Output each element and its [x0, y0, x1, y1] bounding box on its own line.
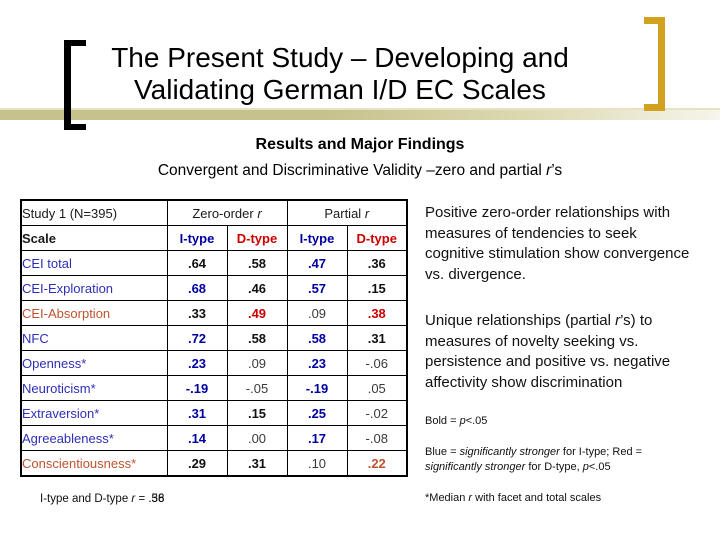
r-value-cell: .15 — [346, 275, 408, 301]
table-row: Neuroticism* -.19 -.05 -.19.05 — [20, 375, 408, 401]
zero-order-header-cell: Zero-order r — [166, 199, 288, 226]
r-value-cell: .58 — [226, 250, 288, 276]
right-bracket-decoration — [644, 17, 665, 111]
section-subheading: Convergent and Discriminative Validity –… — [157, 162, 563, 179]
r-value-cell: .14 — [166, 425, 228, 451]
r-value-cell: .17 — [286, 425, 348, 451]
legend-note-median: *Median r with facet and total scales — [425, 492, 602, 504]
finding-paragraph-1: Positive zero-order relationships with m… — [425, 204, 690, 283]
scale-label: Agreeableness* — [20, 425, 168, 451]
r-value-cell: .58 — [286, 325, 348, 351]
i-type-header-cell: I-type — [166, 225, 228, 251]
r-value-cell: .49 — [226, 300, 288, 326]
d-type-header-cell: D-type — [346, 225, 408, 251]
table-row: Extraversion* .31.15.25 -.02 — [20, 400, 408, 426]
r-value-cell: .00 — [226, 425, 288, 451]
scale-label: CEI-Absorption — [20, 300, 168, 326]
r-value-cell: .58 — [226, 325, 288, 351]
slide-title-line2: Validating German I/D EC Scales — [134, 74, 546, 105]
legend-note-bold: Bold = p<.05 — [425, 414, 488, 427]
r-value-cell: -.19 — [166, 375, 228, 401]
scale-header-cell: Scale — [20, 225, 168, 251]
i-type-header-cell: I-type — [286, 225, 348, 251]
r-value-cell: .09 — [286, 300, 348, 326]
r-value-cell: .57 — [286, 275, 348, 301]
scale-label: Extraversion* — [20, 400, 168, 426]
r-value-cell: .23 — [286, 350, 348, 376]
r-value-cell: .10 — [286, 450, 348, 477]
scale-label: CEI total — [20, 250, 168, 276]
left-bracket-decoration — [64, 40, 86, 130]
table-header-row-2: Scale I-type D-type I-type D-type — [20, 225, 408, 251]
r-value-cell: .33 — [166, 300, 228, 326]
r-value-cell: .47 — [286, 250, 348, 276]
table-row: NFC .72.58.58.31 — [20, 325, 408, 351]
r-value-cell: .68 — [166, 275, 228, 301]
footnote-r-value-overlap: .36 .58 — [148, 493, 164, 505]
table-row: Conscientiousness* .29.31.10.22 — [20, 450, 408, 477]
table-row: Agreeableness* .14.00.17 -.08 — [20, 425, 408, 451]
d-type-header-cell: D-type — [226, 225, 288, 251]
r-value-cell: .09 — [226, 350, 288, 376]
r-value-cell: -.05 — [226, 375, 288, 401]
correlation-table: Study 1 (N=395) Zero-order r Partial r S… — [20, 199, 408, 477]
r-value-cell: .22 — [346, 450, 408, 477]
scale-label: Openness* — [20, 350, 168, 376]
section-heading: Results and Major Findings — [255, 136, 465, 153]
finding-paragraph-2: Unique relationships (partial r’s) to me… — [425, 312, 671, 391]
table-row: Openness* .23.09.23 -.06 — [20, 350, 408, 376]
r-value-cell: -.06 — [346, 350, 408, 376]
r-value-cell: .64 — [166, 250, 228, 276]
r-value-cell: .15 — [226, 400, 288, 426]
r-value-cell: .25 — [286, 400, 348, 426]
scale-label: NFC — [20, 325, 168, 351]
r-value-cell: .23 — [166, 350, 228, 376]
footnote-r-value-a: .36 — [148, 493, 165, 505]
legend-notes: Bold = p<.05 Blue = significantly strong… — [425, 398, 710, 522]
r-value-cell: .72 — [166, 325, 228, 351]
table-row: CEI-Absorption .33.49.09.38 — [20, 300, 408, 326]
slide-title: The Present Study – Developing and Valid… — [70, 42, 610, 106]
footnote-prefix: I-type and D-type r = — [40, 493, 149, 505]
r-value-cell: .29 — [166, 450, 228, 477]
r-value-cell: .31 — [346, 325, 408, 351]
slide-title-line1: The Present Study – Developing and — [111, 42, 569, 73]
table-row: CEI-Exploration .68.46.57.15 — [20, 275, 408, 301]
scale-label: CEI-Exploration — [20, 275, 168, 301]
r-value-cell: .31 — [166, 400, 228, 426]
scale-label: Neuroticism* — [20, 375, 168, 401]
legend-note-colors: Blue = significantly stronger for I-type… — [425, 445, 643, 474]
footnote: I-type and D-type r = .36 .58 — [40, 493, 164, 505]
r-value-cell: .46 — [226, 275, 288, 301]
title-divider-band — [0, 108, 720, 120]
r-value-cell: .05 — [346, 375, 408, 401]
r-value-cell: -.08 — [346, 425, 408, 451]
scale-label: Conscientiousness* — [20, 450, 168, 477]
study-header-cell: Study 1 (N=395) — [20, 199, 168, 226]
table-row: CEI total .64.58.47.36 — [20, 250, 408, 276]
footnote-r-value-b: .58 — [148, 493, 165, 505]
r-value-cell: .31 — [226, 450, 288, 477]
table-header-row-1: Study 1 (N=395) Zero-order r Partial r — [20, 199, 408, 226]
r-value-cell: -.02 — [346, 400, 408, 426]
r-value-cell: .38 — [346, 300, 408, 326]
r-value-cell: -.19 — [286, 375, 348, 401]
r-value-cell: .36 — [346, 250, 408, 276]
partial-header-cell: Partial r — [286, 199, 408, 226]
